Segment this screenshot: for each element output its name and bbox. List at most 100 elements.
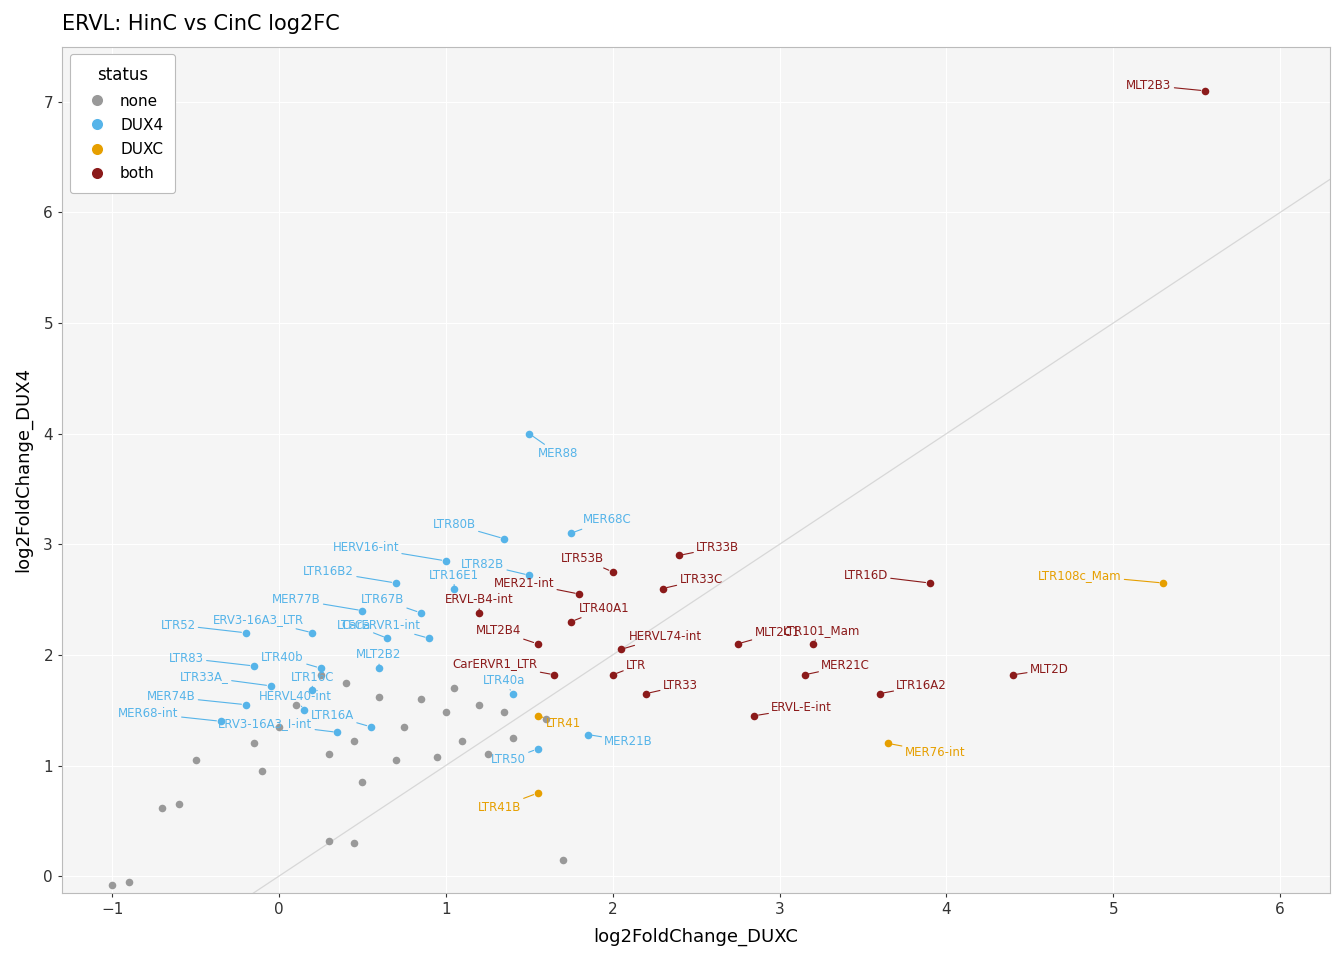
Text: MER21B: MER21B bbox=[591, 734, 653, 748]
Point bbox=[1003, 667, 1024, 683]
Point bbox=[493, 531, 515, 546]
Point bbox=[560, 614, 582, 630]
Point bbox=[310, 660, 332, 676]
Point bbox=[543, 667, 564, 683]
Point bbox=[368, 660, 390, 676]
Point bbox=[1153, 575, 1175, 590]
Point bbox=[418, 631, 439, 646]
Point bbox=[727, 636, 749, 652]
Text: MER21-int: MER21-int bbox=[493, 577, 575, 593]
Point bbox=[444, 581, 465, 596]
Text: LTR16A: LTR16A bbox=[310, 709, 367, 726]
Point bbox=[469, 697, 491, 712]
Text: LTR53B: LTR53B bbox=[562, 552, 609, 570]
Point bbox=[743, 708, 765, 724]
Point bbox=[501, 731, 523, 746]
Point bbox=[519, 567, 540, 583]
Text: LTR101_Mam: LTR101_Mam bbox=[782, 624, 860, 640]
Text: LTR16C: LTR16C bbox=[290, 670, 335, 690]
Point bbox=[293, 703, 314, 718]
Text: MER68C: MER68C bbox=[575, 514, 632, 532]
Point bbox=[243, 659, 265, 674]
Text: MLT2D: MLT2D bbox=[1017, 662, 1068, 676]
Point bbox=[352, 603, 374, 618]
Text: MLT2C1: MLT2C1 bbox=[742, 626, 800, 642]
Point bbox=[343, 835, 364, 851]
Legend: none, DUX4, DUXC, both: none, DUX4, DUXC, both bbox=[70, 54, 176, 193]
Point bbox=[535, 711, 556, 727]
Text: MER88: MER88 bbox=[532, 436, 578, 460]
Point bbox=[652, 581, 673, 596]
Text: LTR33B: LTR33B bbox=[684, 541, 739, 555]
Point bbox=[168, 797, 190, 812]
Point bbox=[426, 749, 448, 764]
Text: LTR50: LTR50 bbox=[491, 751, 534, 766]
Text: HERVL74-int: HERVL74-int bbox=[625, 630, 703, 648]
Point bbox=[384, 753, 406, 768]
Text: LTR83: LTR83 bbox=[169, 652, 250, 665]
Y-axis label: log2FoldChange_DUX4: log2FoldChange_DUX4 bbox=[13, 367, 32, 572]
Point bbox=[235, 625, 257, 640]
Text: MER77B: MER77B bbox=[271, 593, 359, 610]
Point bbox=[352, 775, 374, 790]
Point bbox=[301, 625, 323, 640]
Point bbox=[285, 697, 306, 712]
Text: MER76-int: MER76-int bbox=[892, 744, 965, 758]
Point bbox=[360, 719, 382, 734]
Point bbox=[469, 605, 491, 620]
Point bbox=[251, 763, 273, 779]
Point bbox=[435, 553, 457, 568]
Text: CarERVR1-int: CarERVR1-int bbox=[341, 618, 425, 637]
Point bbox=[343, 733, 364, 749]
Point bbox=[301, 683, 323, 698]
Text: LTR40A1: LTR40A1 bbox=[575, 602, 630, 620]
Point bbox=[101, 877, 122, 893]
Point bbox=[527, 785, 548, 801]
Text: LTR41B: LTR41B bbox=[477, 795, 534, 814]
Text: LTR108c_Mam: LTR108c_Mam bbox=[1038, 568, 1159, 583]
Text: LTR67B: LTR67B bbox=[360, 593, 417, 612]
Text: CarERVR1_LTR: CarERVR1_LTR bbox=[453, 658, 550, 674]
Point bbox=[394, 719, 415, 734]
Text: LTR33: LTR33 bbox=[650, 680, 698, 693]
Text: LTR: LTR bbox=[617, 660, 646, 673]
Text: ERVL-E-int: ERVL-E-int bbox=[758, 702, 832, 715]
Point bbox=[319, 747, 340, 762]
Point bbox=[376, 631, 398, 646]
Point bbox=[636, 686, 657, 702]
Point bbox=[384, 575, 406, 590]
Text: LTR80B: LTR80B bbox=[433, 517, 500, 538]
Point bbox=[184, 753, 206, 768]
Point bbox=[477, 747, 499, 762]
Point bbox=[269, 719, 290, 734]
Point bbox=[435, 705, 457, 720]
Text: MER21C: MER21C bbox=[809, 660, 870, 674]
Point bbox=[569, 587, 590, 602]
Point bbox=[577, 727, 598, 742]
Point bbox=[794, 667, 816, 683]
Text: LTR16D: LTR16D bbox=[844, 568, 926, 583]
Point bbox=[610, 641, 632, 657]
Text: ERVL: HinC vs CinC log2FC: ERVL: HinC vs CinC log2FC bbox=[62, 13, 340, 34]
Point bbox=[444, 681, 465, 696]
Point bbox=[335, 675, 356, 690]
Point bbox=[118, 874, 140, 889]
Point bbox=[560, 525, 582, 540]
Text: MLT2B3: MLT2B3 bbox=[1126, 79, 1200, 92]
Text: LTR16E1: LTR16E1 bbox=[429, 568, 480, 588]
Text: LTFCa: LTFCa bbox=[336, 618, 383, 636]
Point bbox=[327, 725, 348, 740]
Text: LTR52: LTR52 bbox=[160, 618, 242, 633]
Point bbox=[527, 741, 548, 756]
Text: ERVL-B4-int: ERVL-B4-int bbox=[445, 593, 513, 612]
Point bbox=[802, 636, 824, 652]
Text: LTR16A2: LTR16A2 bbox=[884, 680, 948, 693]
Point bbox=[152, 800, 173, 815]
Text: HERVL40-int: HERVL40-int bbox=[259, 690, 332, 707]
Point bbox=[552, 852, 574, 867]
Text: MLT2B4: MLT2B4 bbox=[476, 624, 534, 642]
Text: LTR33C: LTR33C bbox=[667, 573, 723, 588]
Point bbox=[452, 733, 473, 749]
Point bbox=[868, 686, 890, 702]
Point bbox=[210, 713, 231, 729]
